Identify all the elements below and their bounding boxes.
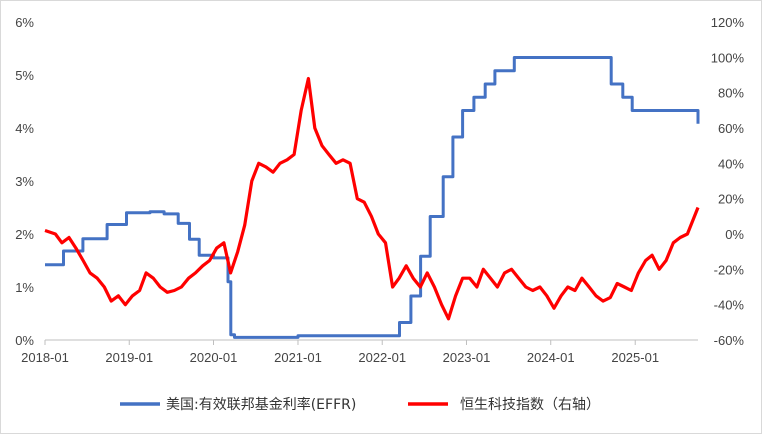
series-line-0 — [45, 56, 700, 339]
y-left-tick-label: 0% — [15, 333, 34, 348]
y-left-tick-label: 2% — [15, 227, 34, 242]
y-right-tick-label: 80% — [718, 86, 744, 101]
x-tick-label: 2019-01 — [105, 350, 153, 365]
y-right-tick-label: -40% — [714, 298, 745, 313]
y-right-tick-label: 0% — [725, 227, 744, 242]
y-right-tick-label: -60% — [714, 333, 745, 348]
x-tick-label: 2021-01 — [274, 350, 322, 365]
x-tick-label: 2024-01 — [527, 350, 575, 365]
y-left-tick-label: 3% — [15, 174, 34, 189]
x-tick-label: 2025-01 — [611, 350, 659, 365]
y-right-tick-label: 60% — [718, 121, 744, 136]
y-left-tick-label: 4% — [15, 121, 34, 136]
y-right-tick-label: 100% — [711, 50, 745, 65]
y-right-tick-label: 120% — [711, 15, 745, 30]
x-tick-label: 2022-01 — [358, 350, 406, 365]
series-layer — [44, 56, 700, 339]
y-right-tick-label: 20% — [718, 192, 744, 207]
y-right-tick-label: -20% — [714, 262, 745, 277]
x-tick-label: 2020-01 — [190, 350, 238, 365]
y-left-tick-label: 1% — [15, 280, 34, 295]
legend-label-0: 美国:有效联邦基金利率(EFFR) — [166, 396, 356, 413]
series-line-1 — [44, 76, 700, 321]
y-right-tick-label: 40% — [718, 156, 744, 171]
y-left-tick-label: 5% — [15, 68, 34, 83]
legend-label-1: 恒生科技指数（右轴） — [460, 397, 600, 413]
y-left-tick-label: 6% — [15, 15, 34, 30]
axes: 2018-01 2019-01 2020-01 2021-01 2022-01 2023-… — [15, 15, 744, 365]
x-tick-label: 2018-01 — [21, 350, 69, 365]
legend: 美国:有效联邦基金利率(EFFR) 恒生科技指数（右轴） — [120, 396, 600, 413]
x-tick-label: 2023-01 — [443, 350, 491, 365]
